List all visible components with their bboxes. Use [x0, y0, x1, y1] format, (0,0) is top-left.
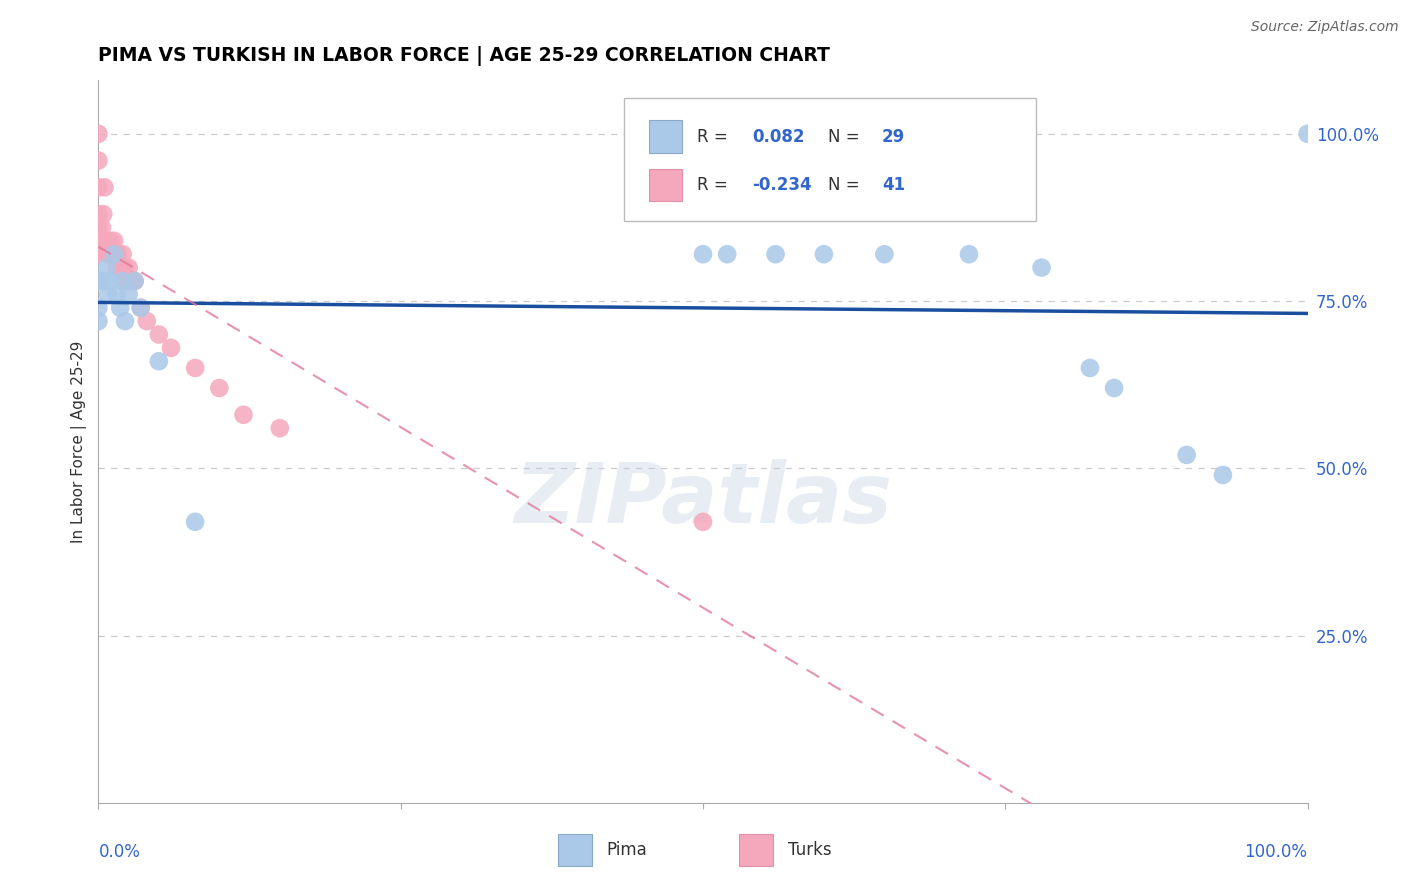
Text: 0.082: 0.082 [752, 128, 806, 145]
Point [232, 408, 254, 422]
FancyBboxPatch shape [648, 120, 682, 153]
Text: N =: N = [828, 177, 865, 194]
Point [873, 247, 896, 261]
Point [100, 247, 122, 261]
FancyBboxPatch shape [648, 169, 682, 202]
Point [957, 247, 980, 261]
FancyBboxPatch shape [558, 833, 592, 866]
Point [87, 301, 110, 315]
Point [121, 274, 143, 288]
FancyBboxPatch shape [624, 98, 1035, 221]
Point [114, 260, 136, 275]
Point [87, 153, 110, 168]
Point [148, 327, 170, 342]
Point [91, 220, 114, 235]
Point [1078, 361, 1101, 376]
Point [692, 247, 714, 261]
Point [118, 260, 141, 275]
Point [100, 234, 122, 248]
Point [129, 301, 152, 315]
Point [1031, 260, 1053, 275]
Text: N =: N = [828, 128, 865, 145]
Point [105, 247, 128, 261]
Point [135, 314, 157, 328]
Y-axis label: In Labor Force | Age 25-29: In Labor Force | Age 25-29 [72, 341, 87, 542]
Point [1102, 381, 1125, 395]
Point [108, 260, 131, 275]
Point [98, 247, 121, 261]
Point [118, 287, 141, 301]
Point [96, 247, 118, 261]
Point [93, 180, 115, 194]
Point [103, 234, 125, 248]
Point [108, 301, 131, 315]
Point [87, 274, 110, 288]
Text: Pima: Pima [606, 841, 647, 859]
Point [148, 354, 170, 368]
Text: R =: R = [697, 177, 733, 194]
Point [115, 274, 138, 288]
Point [1296, 127, 1319, 141]
Point [692, 515, 714, 529]
Text: 0.0%: 0.0% [98, 843, 141, 861]
Text: 100.0%: 100.0% [1244, 843, 1308, 861]
Point [100, 274, 122, 288]
Point [184, 515, 207, 529]
Point [111, 274, 134, 288]
Text: -0.234: -0.234 [752, 177, 813, 194]
Point [104, 247, 127, 261]
Point [110, 260, 132, 275]
Point [101, 247, 124, 261]
Point [184, 361, 207, 376]
Point [118, 274, 141, 288]
Point [97, 287, 120, 301]
Point [813, 247, 835, 261]
Point [87, 314, 110, 328]
Point [269, 421, 291, 435]
Point [114, 314, 136, 328]
Point [105, 287, 128, 301]
Point [107, 247, 129, 261]
Point [87, 180, 110, 194]
Point [105, 260, 128, 275]
Point [87, 220, 110, 235]
Point [111, 247, 134, 261]
FancyBboxPatch shape [740, 833, 773, 866]
Point [716, 247, 738, 261]
Text: R =: R = [697, 128, 733, 145]
Point [87, 127, 110, 141]
Point [1175, 448, 1198, 462]
Text: Source: ZipAtlas.com: Source: ZipAtlas.com [1251, 20, 1399, 34]
Point [97, 234, 120, 248]
Point [91, 207, 114, 221]
Point [124, 274, 146, 288]
Point [112, 260, 135, 275]
Point [87, 234, 110, 248]
Point [1212, 467, 1234, 482]
Point [160, 341, 183, 355]
Point [87, 247, 110, 261]
Point [96, 260, 118, 275]
Point [87, 207, 110, 221]
Text: ZIPatlas: ZIPatlas [515, 458, 891, 540]
Text: Turks: Turks [787, 841, 831, 859]
Point [129, 301, 152, 315]
Text: PIMA VS TURKISH IN LABOR FORCE | AGE 25-29 CORRELATION CHART: PIMA VS TURKISH IN LABOR FORCE | AGE 25-… [98, 45, 831, 66]
Point [208, 381, 231, 395]
Point [765, 247, 787, 261]
Text: 29: 29 [882, 128, 905, 145]
Text: 41: 41 [882, 177, 905, 194]
Point [94, 234, 117, 248]
Point [124, 274, 146, 288]
Point [93, 274, 115, 288]
Point [103, 247, 125, 261]
